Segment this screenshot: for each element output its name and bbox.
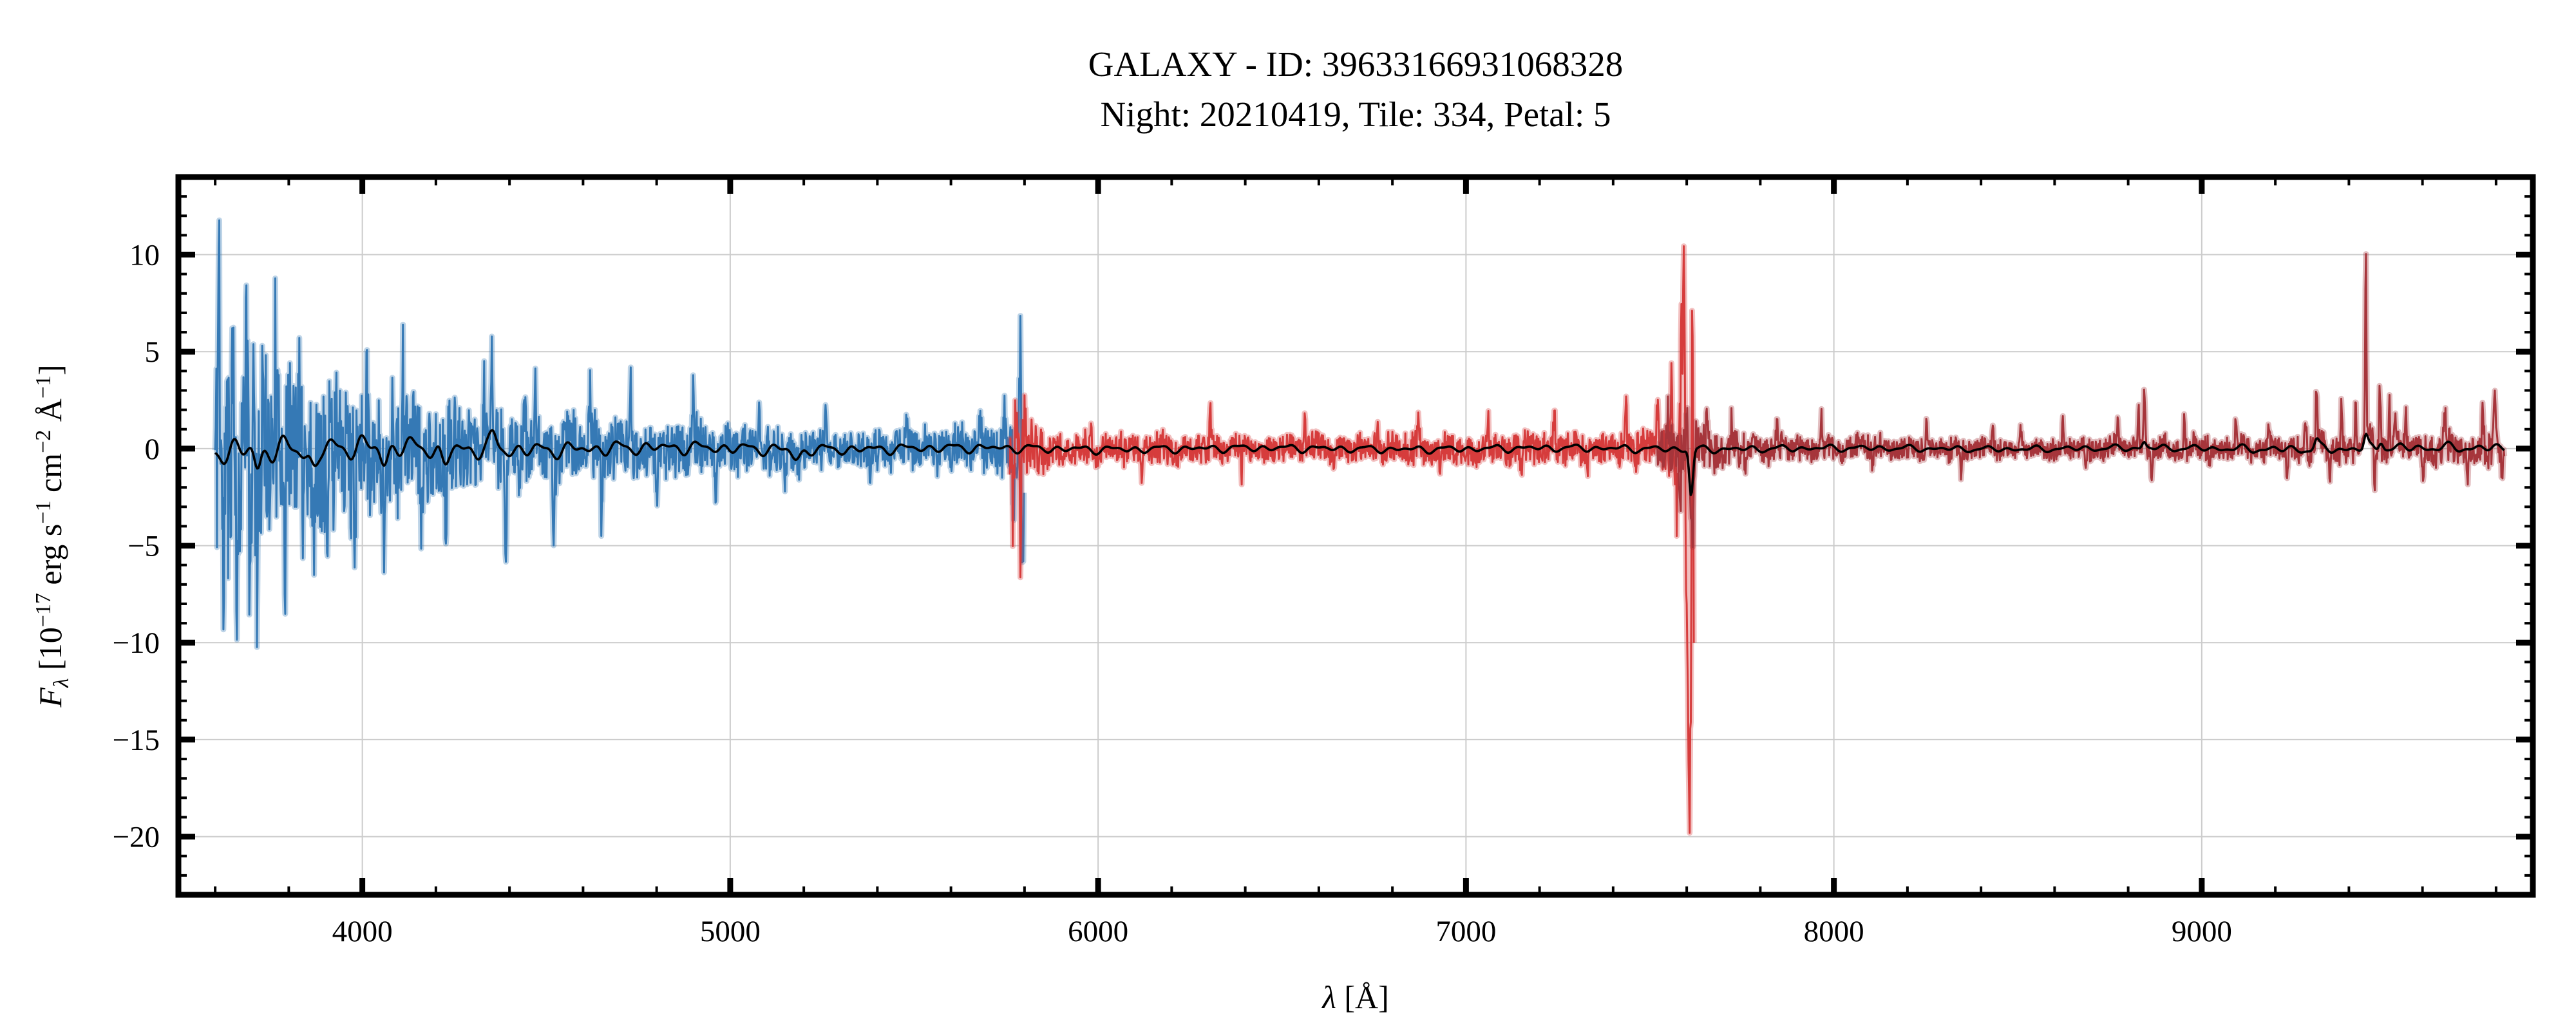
z-arm-series <box>1656 253 2506 548</box>
x-tick-label: 4000 <box>332 915 393 948</box>
smoothed-spectrum-line <box>214 429 2505 496</box>
r-arm-series-halo <box>1007 243 1697 836</box>
b-arm-series <box>214 219 1025 648</box>
x-tick-label: 7000 <box>1435 915 1496 948</box>
x-tick-label: 9000 <box>2172 915 2232 948</box>
y-tick-label: 5 <box>145 335 160 369</box>
axes-frame-layer <box>175 174 2536 898</box>
y-tick-label: −5 <box>128 530 160 563</box>
tick-label-layer: 4000 5000 6000 7000 8000 9000 10 5 0 −5 −10 −15 −20 <box>112 239 2231 948</box>
plot-subtitle: Night: 20210419, Tile: 334, Petal: 5 <box>1101 95 1611 134</box>
y-tick-label: 10 <box>129 239 160 272</box>
grid-layer <box>178 177 2533 895</box>
z-arm-series-halo <box>1654 251 2508 550</box>
axes-frame <box>175 174 2536 898</box>
y-tick-label: −15 <box>112 724 160 757</box>
x-tick-label: 5000 <box>700 915 761 948</box>
y-tick-label: −10 <box>112 626 160 660</box>
y-tick-label: −20 <box>112 821 160 854</box>
data-layer <box>212 217 2508 836</box>
y-tick-label: 0 <box>145 433 160 466</box>
r-arm-series <box>1009 245 1695 834</box>
x-axis-label: λ [Å] <box>1321 979 1389 1015</box>
plot-title: GALAXY - ID: 39633166931068328 <box>1088 44 1624 84</box>
x-tick-label: 6000 <box>1068 915 1128 948</box>
x-tick-label: 8000 <box>1804 915 1864 948</box>
y-axis-label: Fλ [10−17 erg s−1 cm−2 Å−1] <box>32 364 73 707</box>
